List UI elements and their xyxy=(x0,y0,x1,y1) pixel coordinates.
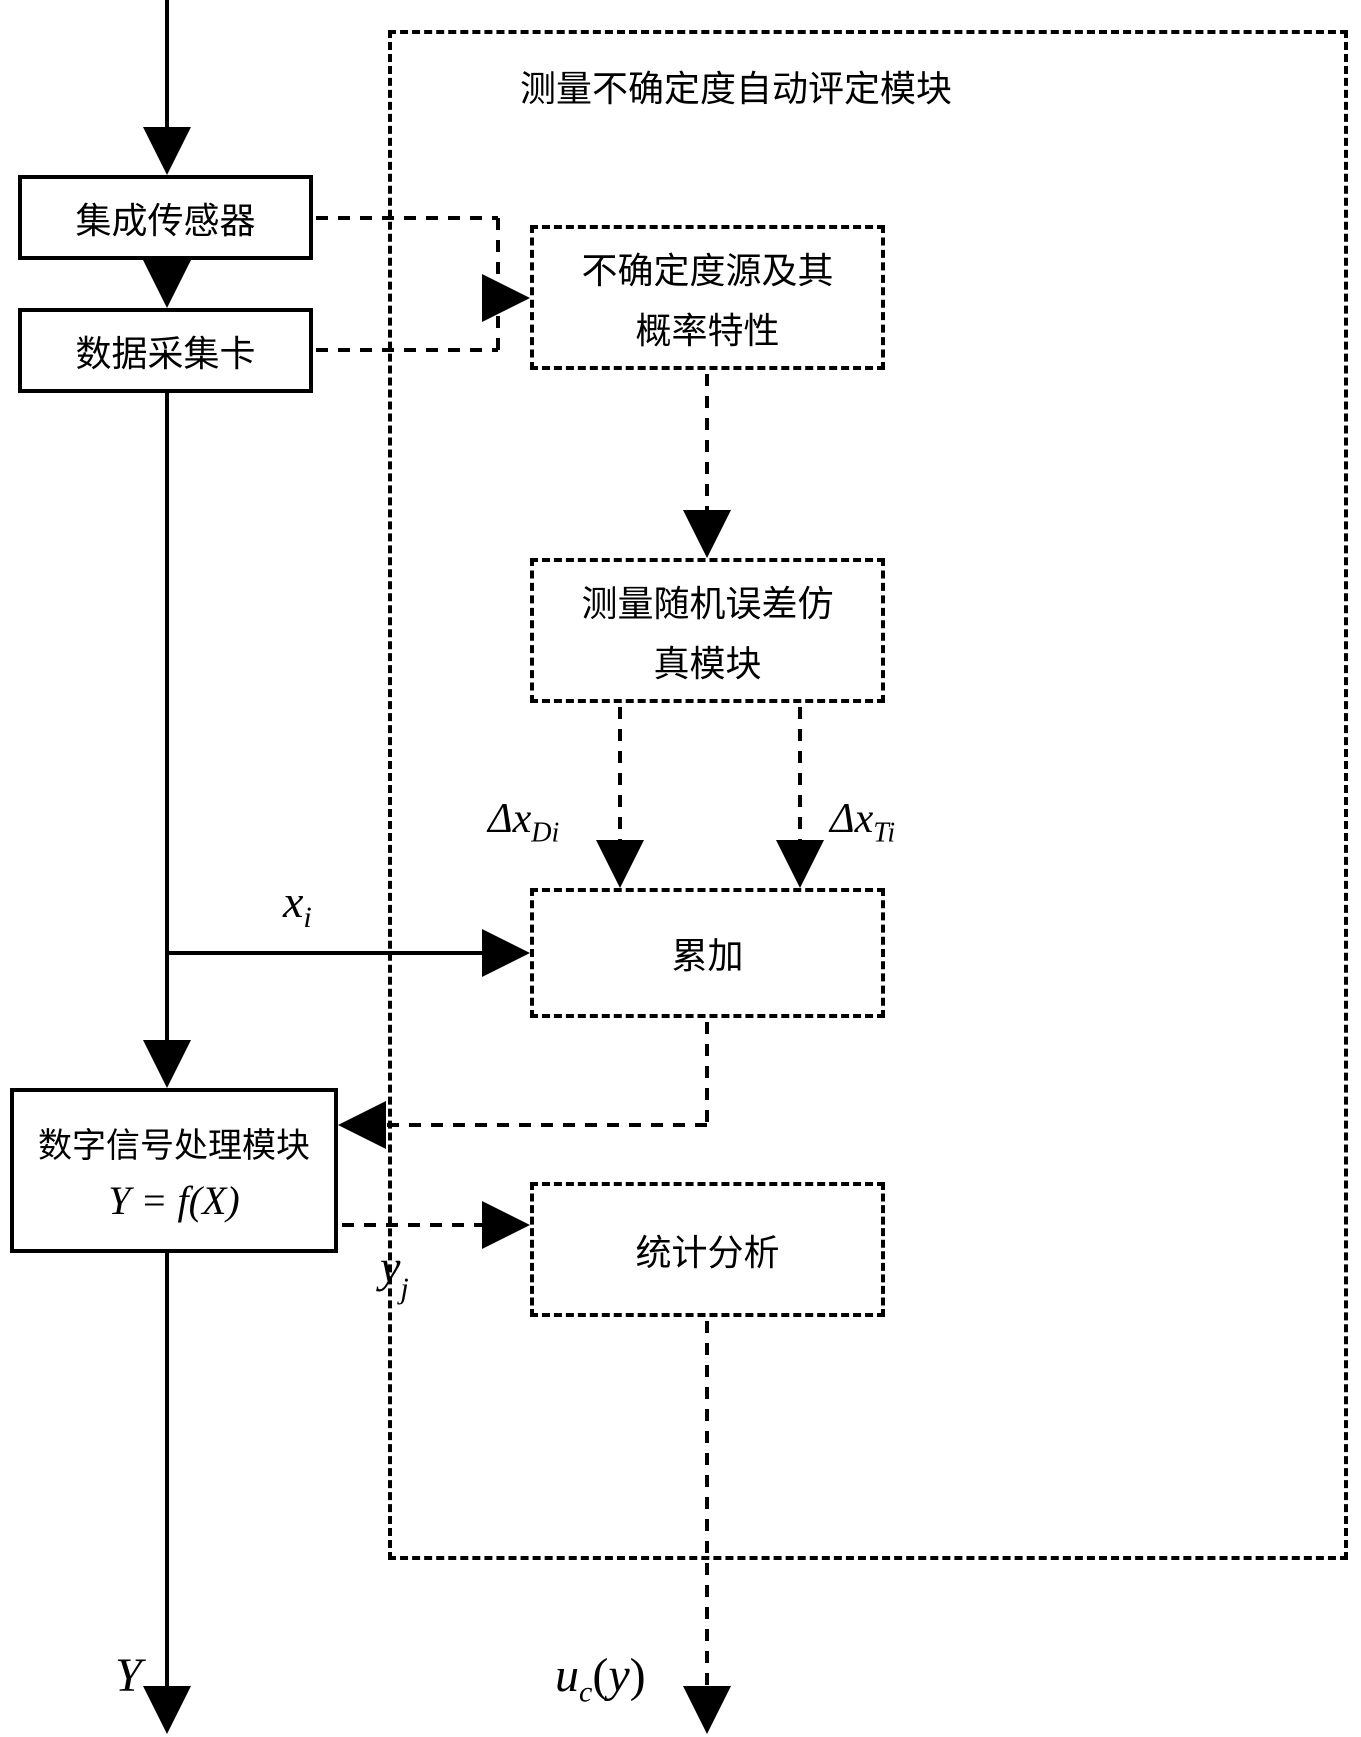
label-xi: xi xyxy=(283,875,312,935)
label-dxd: ΔxDi xyxy=(488,795,559,849)
label-Y-output: Y xyxy=(115,1648,142,1703)
label-dxt: ΔxTi xyxy=(830,795,895,849)
connectors-svg xyxy=(0,0,1361,1737)
label-yj: yj xyxy=(380,1240,409,1300)
label-uc-output: uc((y)y) xyxy=(555,1648,646,1710)
